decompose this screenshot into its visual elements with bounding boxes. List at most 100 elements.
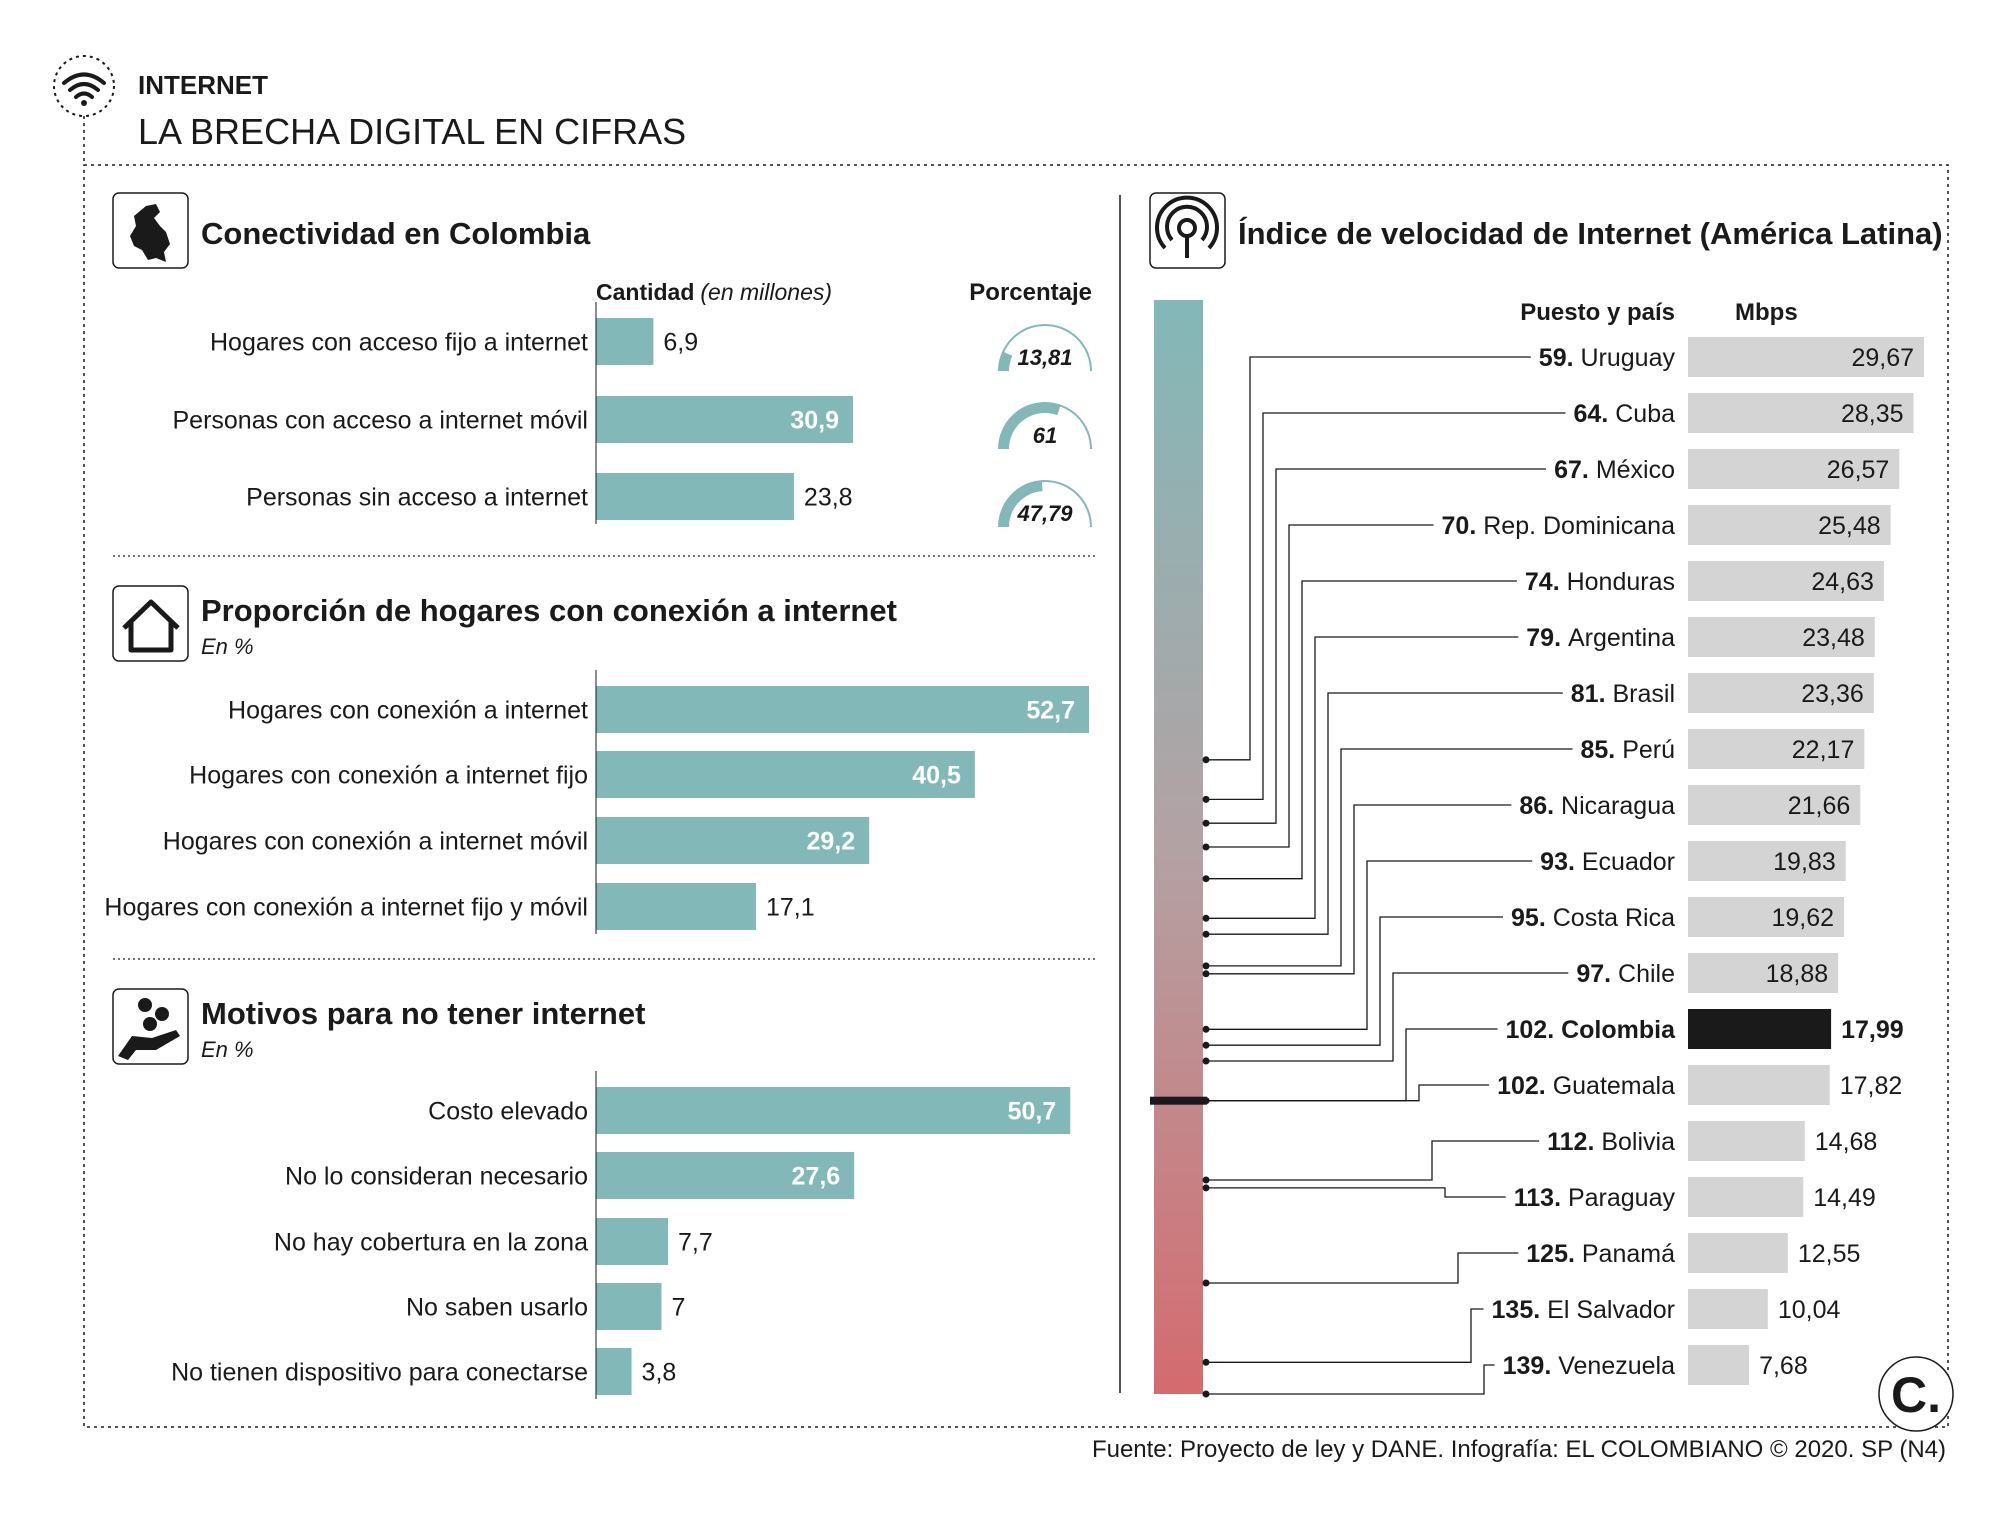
velocidad-rank: 67. [1554, 456, 1596, 484]
motivos-bar [596, 1348, 632, 1395]
velocidad-bar-highlight [1688, 1009, 1832, 1049]
velocidad-bar [1688, 1121, 1805, 1161]
velocidad-leader-line [1208, 804, 1512, 975]
proporcion-bar [596, 751, 975, 798]
section-proporcion: Proporción de hogares con conexión a int… [104, 585, 1089, 934]
velocidad-bar [1688, 337, 1924, 377]
motivos-category-label: No saben usarlo [406, 1294, 588, 1322]
velocidad-country: Rep. Dominicana [1483, 512, 1675, 540]
velocidad-bar [1688, 1177, 1804, 1217]
velocidad-country: Paraguay [1568, 1184, 1676, 1212]
velocidad-value-label: 17,82 [1840, 1072, 1903, 1100]
velocidad-value-label: 24,63 [1811, 568, 1874, 596]
broadcast-icon-box [1149, 192, 1226, 269]
velocidad-leader-line [1208, 916, 1503, 1046]
velocidad-value-label: 18,88 [1766, 960, 1829, 988]
section-conectividad: Conectividad en Colombia Cantidad (en mil… [112, 192, 1092, 528]
velocidad-value-label: 19,62 [1771, 904, 1834, 932]
percentage-gauge-fill [999, 351, 1013, 372]
velocidad-country-label: 67. México [1554, 456, 1675, 484]
velocidad-country-label: 93. Ecuador [1540, 848, 1675, 876]
velocidad-rank: 97. [1576, 960, 1618, 988]
motivos-bar [596, 1218, 669, 1265]
velocidad-leader-line [1208, 748, 1573, 967]
velocidad-country: Honduras [1567, 568, 1675, 596]
conectividad-category-label: Personas con acceso a internet móvil [173, 407, 589, 435]
velocidad-rank-dot [1202, 756, 1210, 764]
velocidad-rank: 86. [1519, 792, 1561, 820]
velocidad-country-label: 59. Uruguay [1539, 344, 1676, 372]
proporcion-category-label: Hogares con conexión a internet móvil [163, 828, 588, 856]
velocidad-country-label: 64. Cuba [1574, 400, 1676, 428]
source-note: Fuente: Proyecto de ley y DANE. Infograf… [1092, 1436, 1946, 1463]
conectividad-value-label: 6,9 [663, 329, 698, 357]
motivos-bar [596, 1087, 1071, 1134]
proporcion-bars: Hogares con conexión a internet 52,7 Hogar… [104, 670, 1089, 934]
velocidad-country-label: 95. Costa Rica [1511, 904, 1675, 932]
velocidad-rank-dot [1202, 914, 1210, 922]
proporcion-value-label: 17,1 [766, 894, 815, 922]
conectividad-value-label: 30,9 [790, 407, 839, 435]
velocidad-country: Guatemala [1553, 1072, 1675, 1100]
percentage-gauge-track [998, 324, 1092, 372]
velocidad-rank-dot [1202, 1390, 1210, 1398]
motivos-value-label: 7 [671, 1294, 685, 1322]
motivos-bar [596, 1152, 855, 1199]
velocidad-bar [1688, 393, 1914, 433]
velocidad-rank: 113. [1514, 1184, 1568, 1212]
logo-circle [1878, 1356, 1954, 1432]
velocidad-country-label: 79. Argentina [1526, 624, 1675, 652]
velocidad-country: Bolivia [1601, 1128, 1675, 1156]
velocidad-rank-dot [1202, 875, 1210, 883]
velocidad-leader-line [1208, 972, 1569, 1062]
velocidad-title: Índice de velocidad de Internet (América… [1238, 216, 1943, 251]
velocidad-value-label: 26,57 [1827, 456, 1890, 484]
velocidad-leader-line [1208, 580, 1517, 880]
velocidad-leader-line [1208, 412, 1566, 801]
velocidad-country-label: 97. Chile [1576, 960, 1675, 988]
velocidad-leader-line [1208, 1308, 1484, 1363]
velocidad-country: Ecuador [1582, 848, 1675, 876]
velocidad-leader-line [1208, 1364, 1495, 1395]
velocidad-leader-line [1208, 524, 1434, 848]
velocidad-rank-dot [1202, 1279, 1210, 1287]
conectividad-value-label: 23,8 [804, 484, 853, 512]
velocidad-leader-line [1208, 692, 1563, 935]
footer: C. Fuente: Proyecto de ley y DANE. Infog… [1092, 1356, 1954, 1463]
velocidad-rank-dot [1202, 930, 1210, 938]
velocidad-value-label: 21,66 [1788, 792, 1851, 820]
conectividad-bar [596, 473, 794, 520]
velocidad-bar [1688, 1289, 1768, 1329]
velocidad-rank: 102. [1497, 1072, 1553, 1100]
percentage-gauge-fill [999, 481, 1043, 528]
velocidad-country-label: 102. Guatemala [1497, 1072, 1675, 1100]
velocidad-country-label: 85. Perú [1580, 736, 1675, 764]
velocidad-rank: 79. [1526, 624, 1568, 652]
velocidad-bar [1688, 1233, 1788, 1273]
velocidad-leader-line [1208, 468, 1547, 824]
conectividad-col-header: Cantidad (en millones) [596, 279, 832, 305]
conectividad-pct-header: Porcentaje [969, 279, 1092, 306]
conectividad-bar [596, 396, 853, 443]
velocidad-country-label: 102. Colombia [1505, 1016, 1676, 1044]
velocidad-leader-line [1208, 1252, 1519, 1284]
velocidad-country: Costa Rica [1553, 904, 1675, 932]
velocidad-country-label: 70. Rep. Dominicana [1442, 512, 1676, 540]
velocidad-rank-dot [1202, 1025, 1210, 1033]
header: INTERNET LA BRECHA DIGITAL EN CIFRAS [53, 55, 686, 165]
conectividad-title: Conectividad en Colombia [201, 216, 591, 251]
velocidad-value-label: 25,48 [1818, 512, 1881, 540]
velocidad-value-label: 23,36 [1801, 680, 1864, 708]
velocidad-rank: 74. [1525, 568, 1567, 596]
velocidad-rank: 81. [1571, 680, 1613, 708]
velocidad-bar [1688, 1345, 1750, 1385]
logo-mark: C. [1891, 1367, 1941, 1423]
proporcion-value-label: 29,2 [806, 828, 855, 856]
motivos-bars: Costo elevado 50,7 No lo consideran necesa… [171, 1071, 1071, 1399]
conectividad-col-header-italic: (en millones) [700, 279, 832, 305]
velocidad-bar [1688, 561, 1884, 601]
proporcion-title: Proporción de hogares con conexión a int… [201, 593, 897, 628]
proporcion-bar [596, 686, 1089, 733]
conectividad-category-label: Hogares con acceso fijo a internet [210, 329, 588, 357]
